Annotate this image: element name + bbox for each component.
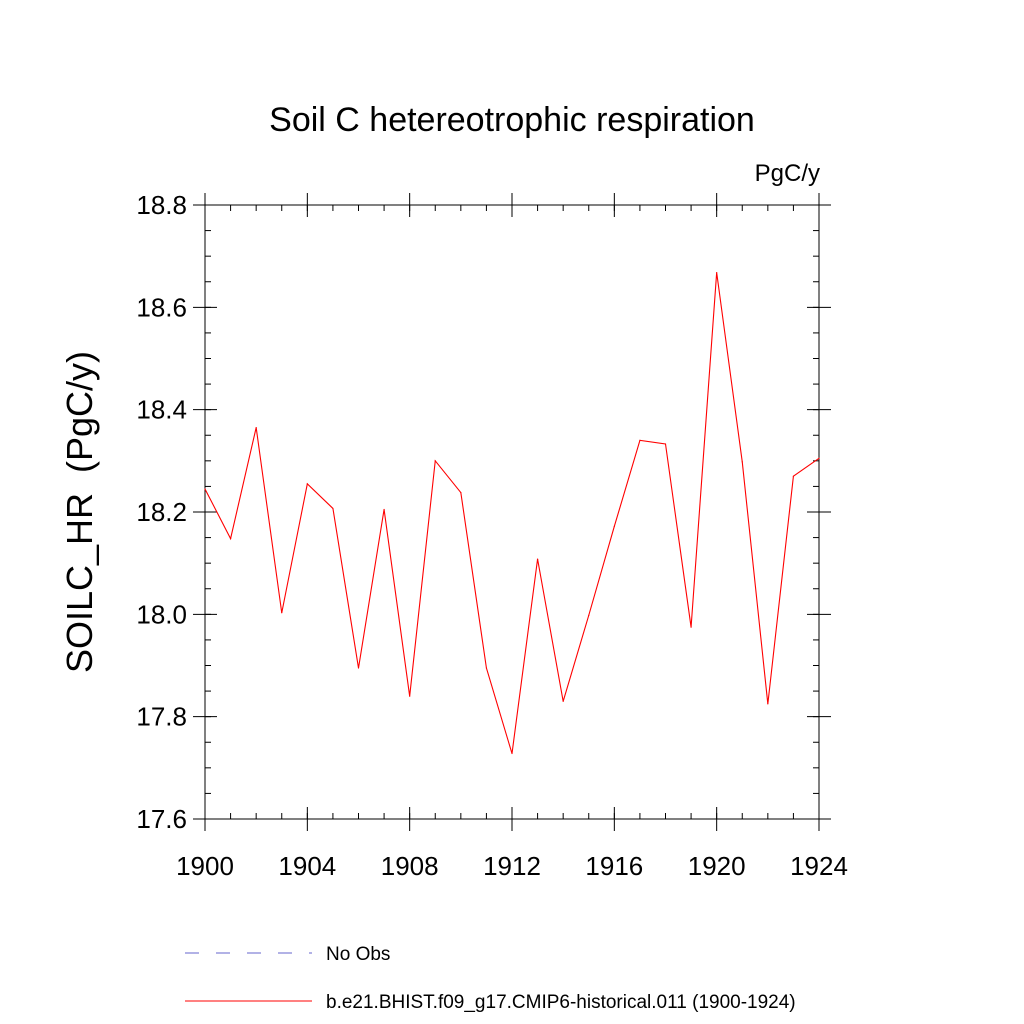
data-point xyxy=(562,700,564,702)
y-tick-label: 17.8 xyxy=(136,702,187,732)
data-point xyxy=(664,443,667,445)
legend-label-historical: b.e21.BHIST.f09_g17.CMIP6-historical.011… xyxy=(326,992,796,1013)
x-tick-label: 1900 xyxy=(176,851,234,881)
data-point xyxy=(818,457,820,459)
data-point xyxy=(613,525,615,527)
data-point xyxy=(690,626,692,628)
x-ticks: 1900 1904 1908 1912 1916 1920 1924 xyxy=(176,193,848,881)
legend: No Obs b.e21.BHIST.f09_g17.CMIP6-histori… xyxy=(185,944,796,1013)
data-point xyxy=(332,507,334,510)
data-point xyxy=(281,612,283,614)
data-point xyxy=(409,695,411,697)
y-tick-label: 18.8 xyxy=(136,190,187,220)
data-point xyxy=(767,703,769,705)
plot-frame xyxy=(204,204,820,820)
data-point xyxy=(485,667,488,669)
data-point xyxy=(511,752,513,755)
data-point xyxy=(357,667,360,669)
data-point xyxy=(716,271,718,274)
y-tick-label: 18.0 xyxy=(136,599,187,629)
x-tick-label: 1912 xyxy=(483,851,541,881)
y-tick-label: 18.4 xyxy=(136,395,187,425)
y-axis-label: SOILC_HR (PgC/y) xyxy=(59,351,100,673)
y-tick-label: 18.2 xyxy=(136,497,187,527)
x-tick-label: 1916 xyxy=(585,851,643,881)
data-point xyxy=(204,488,206,490)
x-tick-label: 1920 xyxy=(688,851,746,881)
data-point xyxy=(460,491,462,494)
chart-title: Soil C hetereotrophic respiration xyxy=(269,101,755,139)
data-point xyxy=(229,538,232,540)
series-line xyxy=(204,272,820,754)
data-point xyxy=(741,461,743,463)
data-point xyxy=(306,483,308,485)
series-layer xyxy=(204,271,820,755)
units-label: PgC/y xyxy=(755,160,820,187)
data-point xyxy=(639,439,641,441)
x-tick-label: 1908 xyxy=(381,851,439,881)
data-point xyxy=(255,426,257,429)
y-ticks: 17.6 17.8 18.0 18.2 18.4 18.6 18.8 xyxy=(136,190,831,834)
y-tick-label: 17.6 xyxy=(136,804,187,834)
x-tick-label: 1924 xyxy=(790,851,848,881)
legend-label-no-obs: No Obs xyxy=(326,944,390,965)
data-point xyxy=(792,475,795,477)
data-point xyxy=(434,460,436,462)
data-point xyxy=(588,614,590,616)
x-tick-label: 1904 xyxy=(278,851,336,881)
data-point xyxy=(536,558,539,560)
y-tick-label: 18.6 xyxy=(136,292,187,322)
data-point xyxy=(383,508,385,511)
